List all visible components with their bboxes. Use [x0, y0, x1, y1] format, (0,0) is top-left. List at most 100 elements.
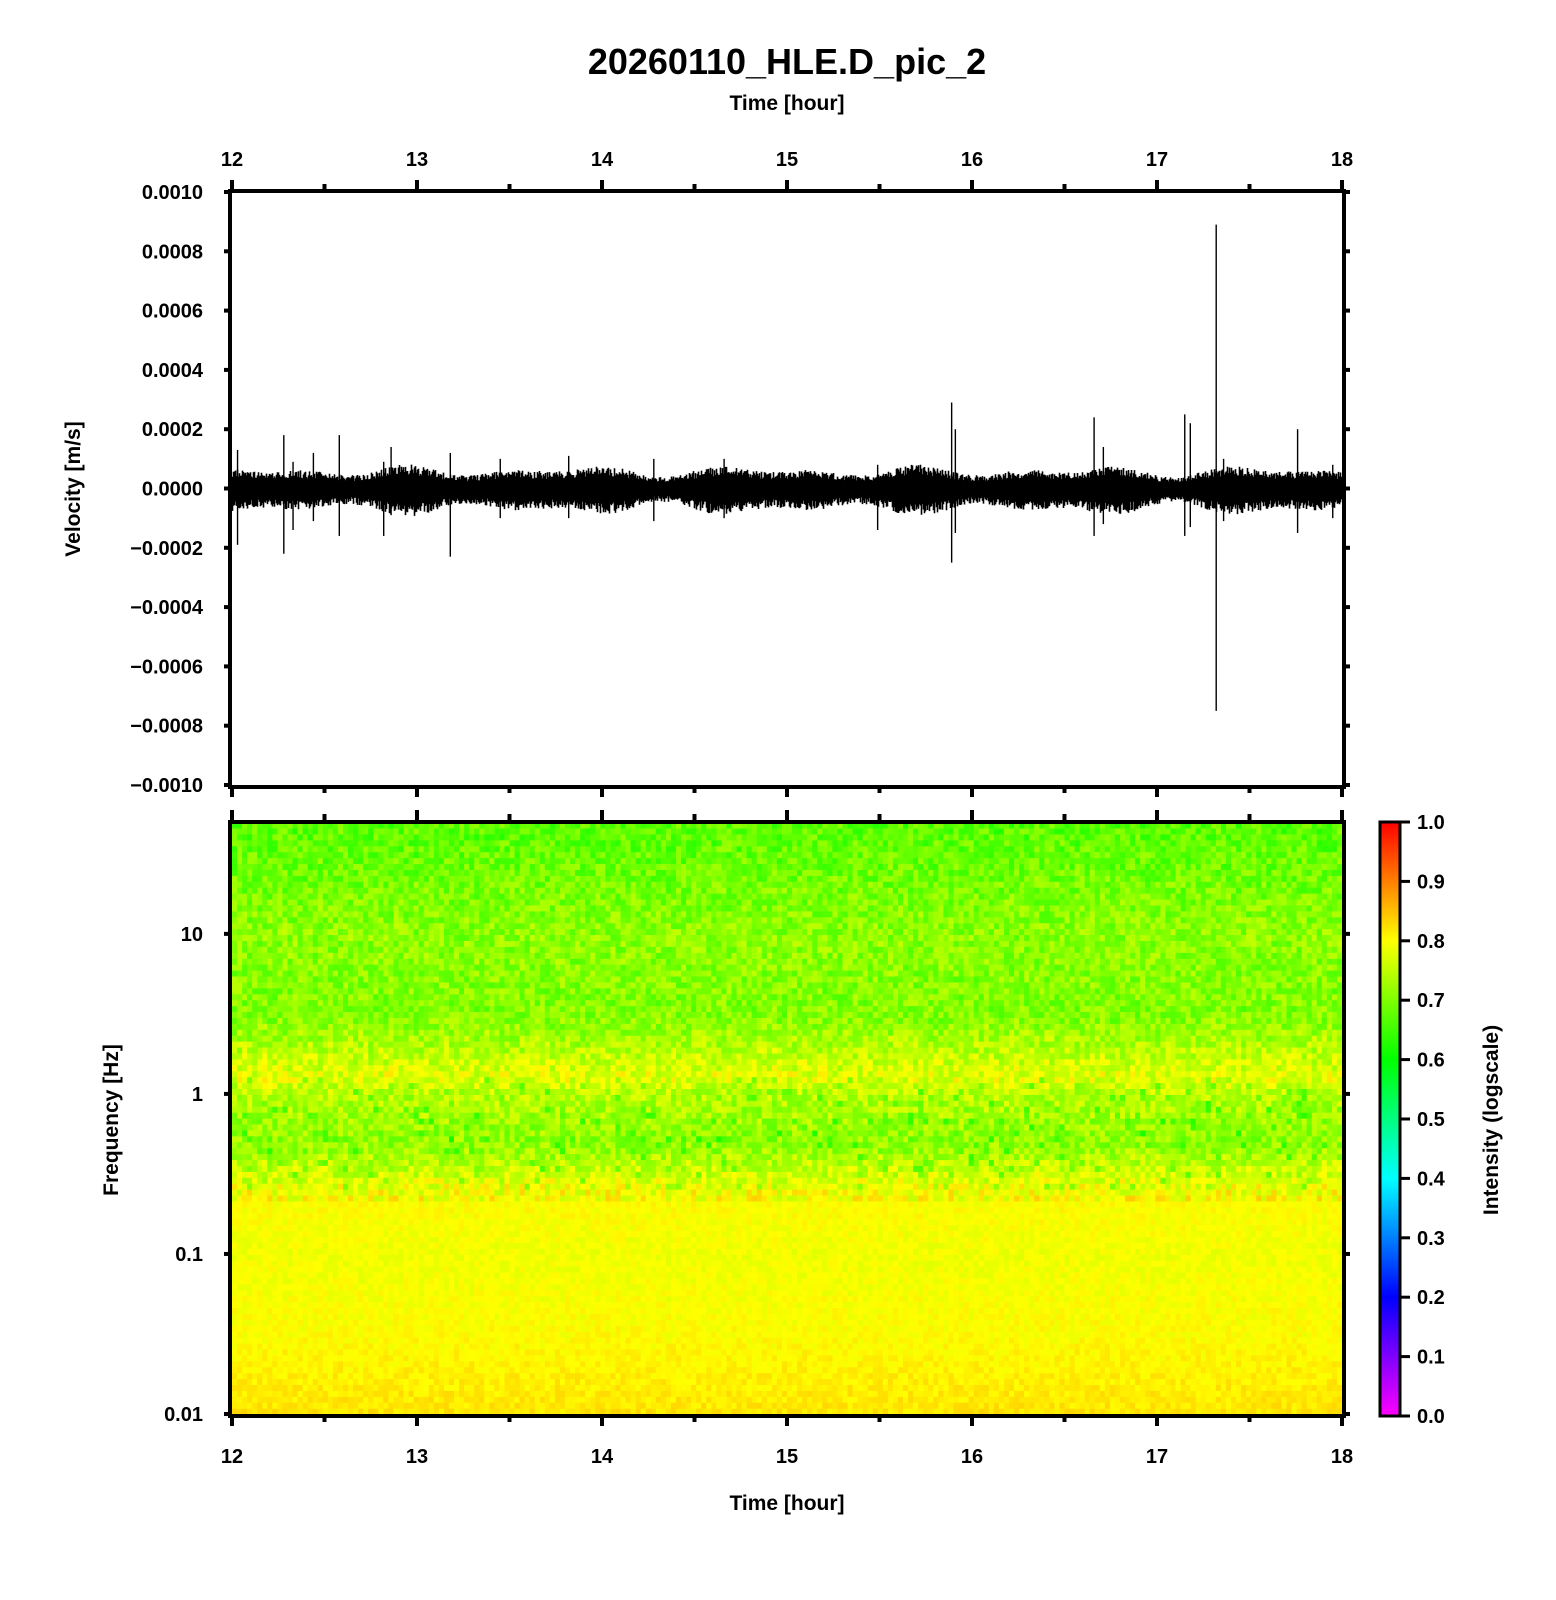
spectrogram-cell: [358, 1360, 364, 1368]
spectrogram-cell: [332, 1313, 339, 1320]
spectrogram-cell: [423, 1396, 430, 1403]
spectrogram-cell: [781, 1354, 788, 1362]
spectrogram-cell: [454, 1289, 460, 1297]
spectrogram-cell: [1074, 1331, 1081, 1338]
spectrogram-cell: [923, 1289, 929, 1297]
spectrogram-cell: [489, 1331, 495, 1338]
spectrogram-cell: [544, 1313, 551, 1320]
spectrogram-cell: [1014, 1283, 1020, 1291]
spectrogram-cell: [358, 1313, 364, 1320]
spectrogram-cell: [383, 1301, 390, 1309]
spectrogram-cell: [817, 1384, 823, 1391]
spectrogram-cell: [676, 1319, 682, 1326]
spectrogram-cell: [590, 1307, 596, 1314]
spectrogram-cell: [565, 1384, 571, 1391]
spectrogram-cell: [1014, 1331, 1020, 1338]
spectrogram-cell: [580, 1372, 586, 1380]
spectrogram-cell: [489, 1408, 495, 1414]
spectrogram-cell: [877, 1366, 884, 1374]
spectrogram-cell: [882, 1408, 889, 1414]
spectrogram-cell: [953, 1366, 960, 1374]
spectrogram-cell: [1140, 1390, 1146, 1397]
spectrogram-cell: [716, 1337, 723, 1344]
spectrogram-cell: [1225, 1283, 1232, 1291]
spectrogram-cell: [978, 1295, 985, 1303]
spectrogram-cell: [1044, 1390, 1050, 1397]
spectrogram-cell: [963, 1390, 970, 1397]
spectrogram-cell: [686, 1402, 692, 1409]
spectrogram-cell: [438, 1348, 445, 1356]
spectrogram-cell: [1210, 1390, 1217, 1397]
spectrogram-cell: [459, 1301, 465, 1309]
spectrogram-cell: [433, 1289, 440, 1297]
spectrogram-cell: [736, 1402, 743, 1409]
spectrogram-cell: [797, 1313, 803, 1320]
spectrogram-cell: [398, 1354, 405, 1362]
spectrogram-cell: [1135, 1295, 1141, 1303]
spectrogram-cell: [1084, 1319, 1091, 1326]
spectrogram-cell: [413, 1342, 420, 1350]
spectrogram-cell: [428, 1366, 435, 1374]
spectrogram-cell: [267, 1319, 273, 1326]
spectrogram-cell: [1003, 1372, 1010, 1380]
top-x-axis-label: Time [hour]: [729, 92, 844, 115]
spectrogram-cell: [378, 1283, 384, 1291]
spectrogram-cell: [1160, 1342, 1167, 1350]
spectrogram-cell: [554, 1295, 561, 1303]
spectrogram-cell: [1074, 1283, 1081, 1291]
spectrogram-cell: [1281, 1325, 1288, 1332]
spectrogram-cell: [711, 1348, 717, 1356]
spectrogram-cell: [443, 1337, 450, 1344]
spectrogram-cell: [938, 1402, 945, 1409]
spectrogram-cell: [988, 1283, 995, 1291]
spectrogram-cell: [499, 1319, 506, 1326]
spectrogram-cell: [610, 1342, 617, 1350]
spectrogram-cell: [882, 1307, 889, 1314]
spectrogram-cell: [353, 1342, 359, 1350]
spectrogram-cell: [731, 1325, 738, 1332]
spectrogram-cell: [1316, 1366, 1323, 1374]
spectrogram-cell: [887, 1390, 894, 1397]
spectrogram-cell: [297, 1402, 304, 1409]
spectrogram-cell: [635, 1307, 642, 1314]
spectrogram-cell: [882, 1360, 889, 1368]
spectrogram-cell: [802, 1384, 808, 1391]
spectrogram-cell: [842, 1390, 849, 1397]
spectrogram-cell: [837, 1372, 844, 1380]
spectrogram-cell: [766, 1396, 773, 1403]
spectrogram-cell: [988, 1307, 995, 1314]
spectrogram-cell: [983, 1348, 990, 1356]
spectrogram-cell: [1210, 1331, 1217, 1338]
spectrogram-cell: [363, 1342, 369, 1350]
spectrogram-cell: [1059, 1402, 1066, 1409]
spectrogram-cell: [353, 1319, 359, 1326]
spectrogram-cell: [721, 1289, 728, 1297]
spectrogram-cell: [398, 1342, 405, 1350]
spectrogram-cell: [408, 1319, 415, 1326]
spectrogram-cell: [499, 1402, 506, 1409]
spectrogram-cell: [1331, 1307, 1338, 1314]
spectrogram-cell: [948, 1307, 955, 1314]
spectrogram-cell: [968, 1360, 975, 1368]
spectrogram-cell: [1125, 1366, 1131, 1374]
spectrogram-cell: [968, 1319, 975, 1326]
spectrogram-cell: [1114, 1337, 1121, 1344]
spectrogram-cell: [711, 1372, 717, 1380]
spectrogram-cell: [282, 1366, 289, 1374]
spectrogram-cell: [948, 1319, 955, 1326]
spectrogram-cell: [862, 1408, 869, 1414]
spectrogram-cell: [368, 1372, 374, 1380]
spectrogram-cell: [837, 1301, 844, 1309]
spectrogram-cell: [1034, 1384, 1040, 1391]
spectrogram-cell: [827, 1319, 834, 1326]
spectrogram-cell: [731, 1354, 738, 1362]
spectrogram-cell: [857, 1307, 864, 1314]
spectrogram-cell: [1114, 1360, 1121, 1368]
spectrogram-cell: [645, 1402, 652, 1409]
spectrogram-cell: [993, 1402, 1000, 1409]
spectrogram-cell: [1019, 1325, 1025, 1332]
spectrogram-cell: [1044, 1342, 1050, 1350]
spectrogram-cell: [1104, 1301, 1111, 1309]
spectrogram-cell: [1321, 1366, 1328, 1374]
spectrogram-cell: [630, 1295, 637, 1303]
